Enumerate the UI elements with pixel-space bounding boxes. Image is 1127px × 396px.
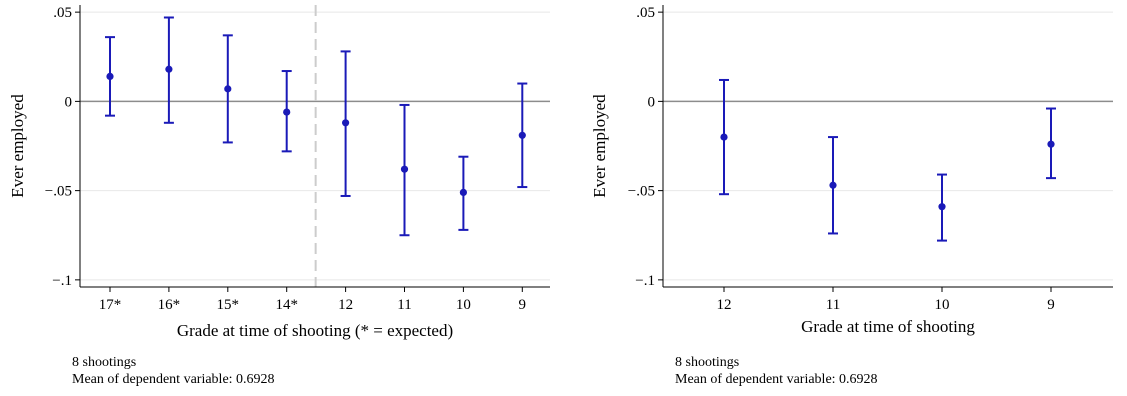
x-tick-label: 10 <box>456 297 471 313</box>
y-axis-title: Ever employed <box>8 94 27 198</box>
y-tick-label: −.1 <box>635 273 655 289</box>
error-bar-17-expected <box>105 36 115 117</box>
error-bar-15-expected <box>222 34 233 144</box>
x-tick-label: 9 <box>1047 297 1055 313</box>
x-tick-label: 16* <box>158 297 181 313</box>
x-tick-label: 11 <box>397 297 411 313</box>
left-panel-note: 8 shootings Mean of dependent variable: … <box>72 354 275 388</box>
y-tick-label: −.05 <box>45 184 72 200</box>
point-estimate <box>342 119 350 127</box>
error-bar-9 <box>517 82 528 189</box>
panel-1: .05 0 −.05 −.1 17* 16* 15* 14* 12 11 10 9 Ever emplo… <box>8 5 550 340</box>
error-bar-14-expected <box>281 70 292 153</box>
error-bar-10 <box>458 155 469 231</box>
right-note-shootings: 8 shootings <box>675 355 740 370</box>
y-axis-title: Ever employed <box>590 94 609 198</box>
left-note-shootings: 8 shootings <box>72 355 137 370</box>
error-bar-10 <box>937 173 947 242</box>
x-tick-label: 12 <box>717 297 732 313</box>
y-tick-label: −.05 <box>628 184 655 200</box>
point-estimate <box>1047 140 1055 148</box>
x-axis-title: Grade at time of shooting <box>801 317 975 336</box>
y-tick-label: 0 <box>648 94 656 110</box>
point-estimate <box>518 131 526 139</box>
y-tick-label: −.1 <box>52 273 72 289</box>
x-tick-label: 9 <box>519 297 527 313</box>
x-tick-label: 11 <box>826 297 840 313</box>
error-bar-11 <box>399 103 410 237</box>
right-note-mean: Mean of dependent variable: 0.6928 <box>675 372 878 387</box>
error-bar-11 <box>828 136 838 235</box>
y-tick-label: 0 <box>65 94 73 110</box>
error-bar-12 <box>719 78 729 196</box>
x-tick-label: 12 <box>338 297 353 313</box>
point-estimate <box>165 65 173 73</box>
right-panel-note: 8 shootings Mean of dependent variable: … <box>675 354 878 388</box>
point-estimate <box>459 188 467 197</box>
y-tick-label: .05 <box>636 5 655 21</box>
point-estimate <box>224 85 232 93</box>
error-bar-9 <box>1046 107 1056 180</box>
point-estimate <box>829 181 837 189</box>
point-estimate <box>938 203 946 211</box>
point-estimate <box>720 133 728 141</box>
x-axis-title: Grade at time of shooting (* = expected) <box>177 321 453 340</box>
point-estimate <box>106 72 114 80</box>
point-estimate <box>400 165 409 173</box>
x-tick-label: 15* <box>217 297 240 313</box>
point-estimate <box>283 108 291 116</box>
x-tick-label: 17* <box>99 297 122 313</box>
y-tick-label: .05 <box>53 5 72 21</box>
left-note-mean: Mean of dependent variable: 0.6928 <box>72 372 275 387</box>
error-bar-16-expected <box>163 16 174 124</box>
x-tick-label: 10 <box>935 297 950 313</box>
panel-2: .05 0 −.05 −.1 12 11 10 9 Ever employed Grade at … <box>590 5 1113 336</box>
x-tick-label: 14* <box>275 297 298 313</box>
error-bar-12 <box>340 50 351 197</box>
